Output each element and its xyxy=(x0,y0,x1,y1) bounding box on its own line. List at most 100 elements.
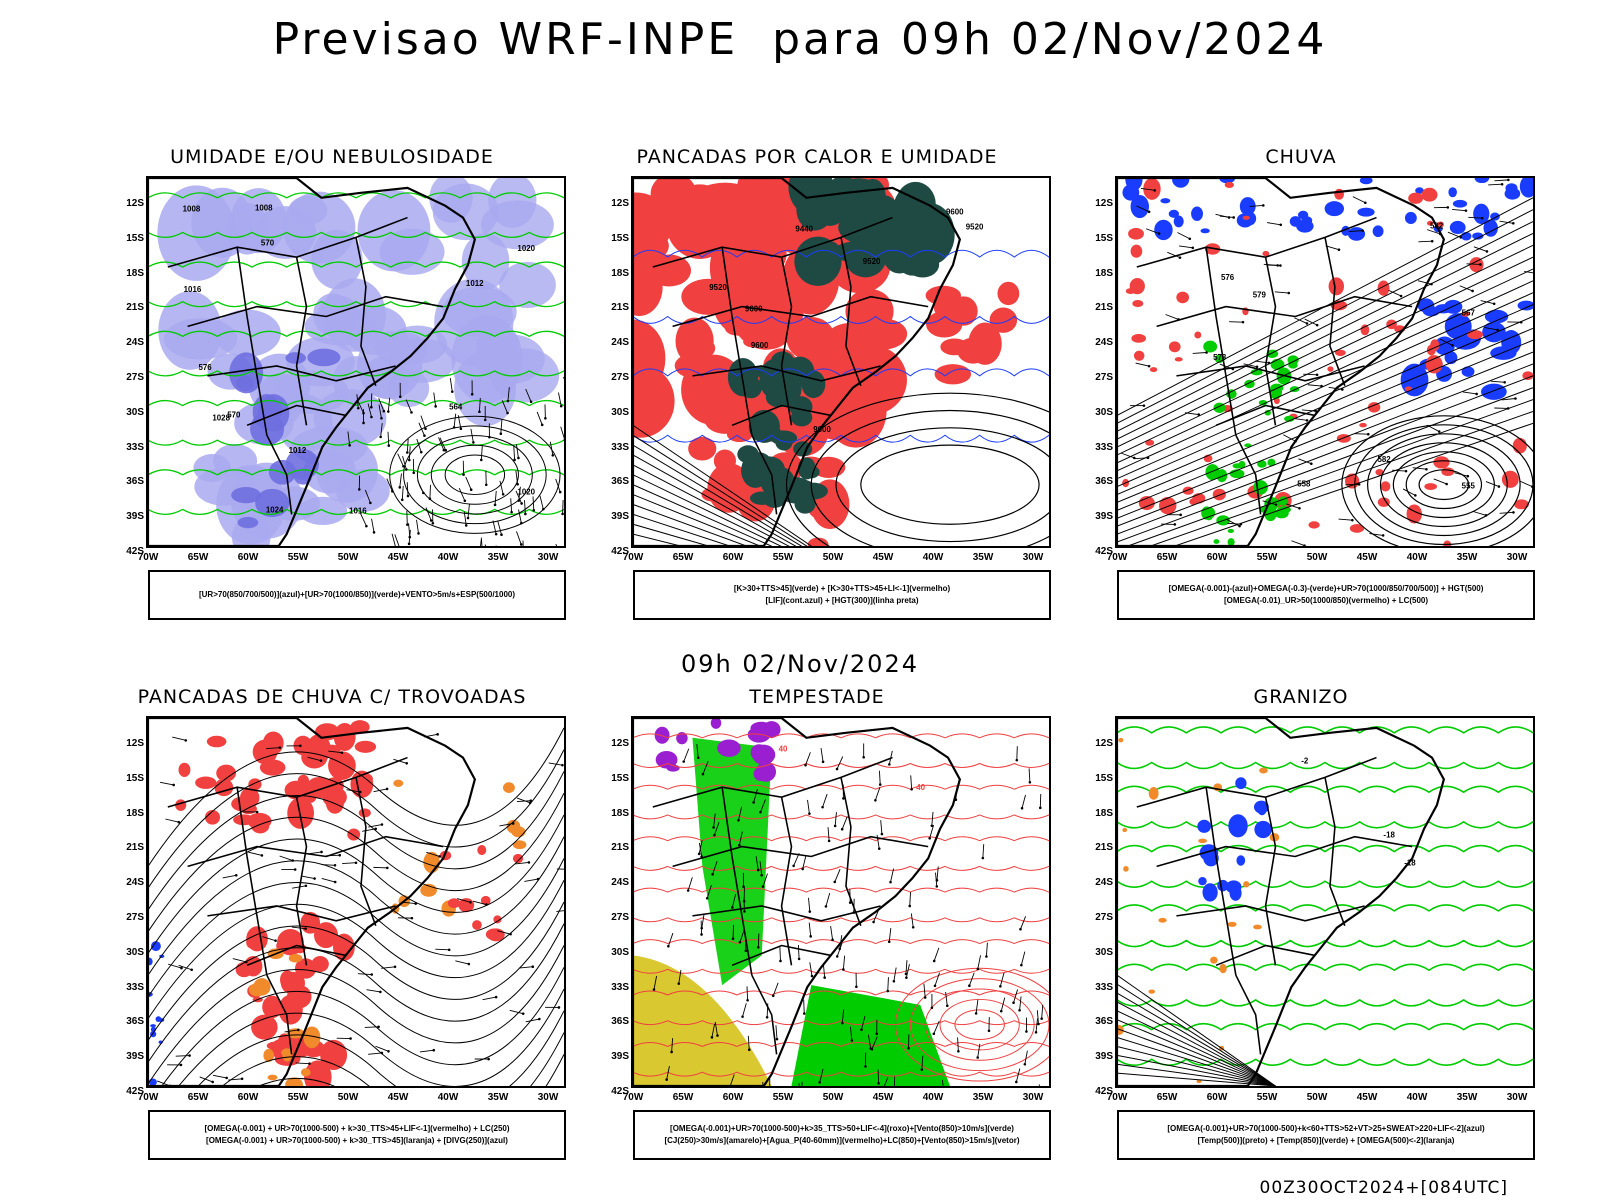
panel-pancadas_calor: PANCADAS POR CALOR E UMIDADE 9600 9600 9600… xyxy=(577,146,1057,626)
run-timestamp: 00Z30OCT2024+[084UTC] xyxy=(1259,1178,1508,1198)
contour-label: -18 xyxy=(1383,831,1395,840)
lat-tick-label: 39S xyxy=(1095,511,1113,523)
lat-tick-label: 12S xyxy=(126,738,144,749)
lon-tick-label: 45W xyxy=(1356,552,1378,563)
contour-label: 9440 xyxy=(795,224,813,233)
lon-tick-label: 30W xyxy=(1022,552,1044,563)
lat-tick-label: 39S xyxy=(1095,1051,1113,1063)
lon-tick-label: 70W xyxy=(1106,1092,1128,1103)
lat-tick-label: 39S xyxy=(611,1051,629,1063)
lat-tick-label: 24S xyxy=(126,337,144,349)
legend-text: [K>30+TTS>45](verde) + [K>30+TTS>45+LI<-… xyxy=(733,584,951,593)
lat-tick-label: 21S xyxy=(126,842,144,854)
lon-tick-label: 70W xyxy=(137,552,159,563)
lon-tick-label: 35W xyxy=(487,552,509,563)
panel-umidade: UMIDADE E/OU NEBULOSIDADE 1012 1016 1008 101… xyxy=(92,146,572,626)
contour-label: 582 xyxy=(1377,455,1391,464)
lon-tick-label: 50W xyxy=(1306,1092,1328,1103)
panel-title: PANCADAS POR CALOR E UMIDADE xyxy=(636,146,998,168)
lat-tick-label: 15S xyxy=(1095,232,1113,244)
map-granizo: -18 -18 -2 xyxy=(1115,716,1535,1088)
lon-tick-label: 35W xyxy=(487,1092,509,1103)
lat-tick-label: 33S xyxy=(126,981,144,993)
lon-tick-label: 40W xyxy=(922,1092,944,1103)
lat-tick-label: 15S xyxy=(1095,772,1113,784)
panel-title: GRANIZO xyxy=(1253,686,1349,708)
lat-tick-label: 30S xyxy=(1095,406,1113,418)
contour-label: 1012 xyxy=(289,446,307,455)
lon-tick-label: 70W xyxy=(622,552,644,563)
lat-tick-label: 42S xyxy=(126,546,144,557)
legend-text: [OMEGA(-0.001) + UR>70(1000-500) + k>30_… xyxy=(206,1136,508,1145)
lon-tick-label: 50W xyxy=(822,552,844,563)
contour-label: 1024 xyxy=(266,505,284,514)
lat-tick-label: 36S xyxy=(126,476,144,488)
lat-tick-label: 33S xyxy=(1095,981,1113,993)
lat-tick-label: 15S xyxy=(611,232,629,244)
lon-tick-label: 60W xyxy=(1206,552,1228,563)
contour-label: 1020 xyxy=(517,488,535,497)
lat-tick-label: 27S xyxy=(1095,912,1113,923)
lon-tick-label: 65W xyxy=(1156,1092,1178,1103)
lat-tick-label: 30S xyxy=(611,406,629,418)
contour-label: -18 xyxy=(1404,858,1416,867)
lat-tick-label: 27S xyxy=(126,912,144,923)
panel-tempestade: TEMPESTADE 40 40 12S 15S 18S 21S 24S 27S 30S 33S 36… xyxy=(577,686,1057,1166)
lon-tick-label: 35W xyxy=(1456,552,1478,563)
panel-chuva: CHUVA 582 573 567 558 555 576 579 582 12S 15S 18S 21… xyxy=(1061,146,1541,626)
lon-tick-label: 65W xyxy=(187,1092,209,1103)
lon-tick-label: 50W xyxy=(1306,552,1328,563)
contour-label: 1020 xyxy=(517,244,535,253)
lon-tick-label: 70W xyxy=(137,1092,159,1103)
lat-tick-label: 39S xyxy=(611,511,629,523)
lon-tick-label: 55W xyxy=(1256,552,1278,563)
lat-tick-label: 36S xyxy=(1095,476,1113,488)
lat-tick-label: 30S xyxy=(1095,946,1113,958)
lon-tick-label: 45W xyxy=(872,552,894,563)
forecast-time-label: 09h 02/Nov/2024 xyxy=(680,650,919,678)
lat-tick-label: 18S xyxy=(126,267,144,279)
lon-tick-label: 40W xyxy=(1406,552,1428,563)
lon-tick-label: 30W xyxy=(537,1092,559,1103)
contour-label: 558 xyxy=(1297,480,1311,489)
contour-label: 567 xyxy=(1462,309,1476,318)
legend-text: [LIF](cont.azul) + [HGT(300)](linha pret… xyxy=(765,596,919,605)
lon-tick-label: 40W xyxy=(437,1092,459,1103)
contour-label: 1008 xyxy=(255,204,273,213)
lon-tick-label: 60W xyxy=(722,1092,744,1103)
lat-tick-label: 39S xyxy=(126,1051,144,1063)
lat-tick-label: 21S xyxy=(611,302,629,314)
lat-tick-label: 21S xyxy=(1095,302,1113,314)
lat-tick-label: 12S xyxy=(126,198,144,209)
legend-text: [OMEGA(-0.01)_UR>50(1000/850)(vermelho) … xyxy=(1223,596,1429,605)
lon-tick-label: 35W xyxy=(972,1092,994,1103)
lat-tick-label: 24S xyxy=(1095,877,1113,889)
lat-tick-label: 36S xyxy=(611,476,629,488)
lon-tick-label: 55W xyxy=(287,552,309,563)
legend-text: [OMEGA(-0.001)-(azul)+OMEGA(-0.3)-(verde… xyxy=(1168,584,1484,593)
lat-tick-label: 27S xyxy=(1095,372,1113,383)
lon-tick-label: 40W xyxy=(437,552,459,563)
lon-tick-label: 45W xyxy=(872,1092,894,1103)
map-canvas: 40 40 xyxy=(633,718,1049,1086)
lon-tick-label: 55W xyxy=(772,552,794,563)
lat-tick-label: 36S xyxy=(1095,1016,1113,1028)
map-canvas: 1012 1016 1008 1012 1016 1020 1024 1028 1008 1020… xyxy=(148,178,564,546)
contour-label: 1012 xyxy=(466,279,484,288)
lon-tick-label: 65W xyxy=(672,552,694,563)
map-tempestade: 40 40 xyxy=(631,716,1051,1088)
legend-box: [OMEGA(-0.001) + UR>70(1000-500) + k>30_… xyxy=(148,1110,566,1160)
lat-tick-label: 12S xyxy=(1095,738,1113,749)
lat-tick-label: 33S xyxy=(611,981,629,993)
map-canvas: -18 -18 -2 xyxy=(1117,718,1533,1086)
lon-tick-label: 65W xyxy=(187,552,209,563)
lat-tick-label: 15S xyxy=(611,772,629,784)
contour-label: 9600 xyxy=(813,425,831,434)
lon-tick-label: 60W xyxy=(1206,1092,1228,1103)
contour-label: 1016 xyxy=(184,285,202,294)
lon-tick-label: 30W xyxy=(1022,1092,1044,1103)
map-trovoadas xyxy=(146,716,566,1088)
lat-tick-label: 42S xyxy=(611,546,629,557)
lat-tick-label: 24S xyxy=(1095,337,1113,349)
